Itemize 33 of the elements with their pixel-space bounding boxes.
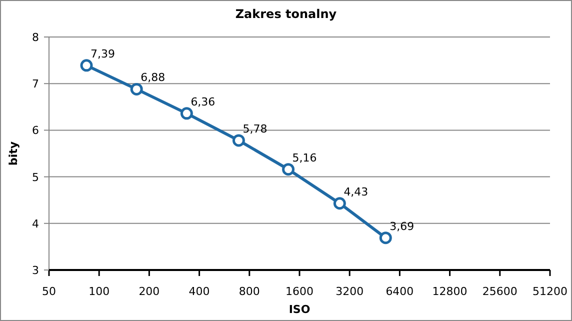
data-label: 5,16 [292, 151, 317, 164]
data-label: 6,36 [190, 95, 216, 108]
point [80, 59, 93, 72]
y-tick-label: 7 [32, 78, 39, 91]
x-tick-label: 3200 [336, 285, 364, 298]
y-tick-label: 6 [32, 124, 39, 138]
x-tick-label: 6400 [386, 285, 414, 298]
point [180, 107, 193, 120]
y-tick-label: 8 [32, 31, 39, 44]
y-tick-label: 3 [32, 264, 39, 277]
x-tick-label: 100 [88, 285, 110, 298]
point [333, 197, 346, 210]
data-label: 5,78 [242, 122, 268, 136]
data-label: 6,88 [140, 71, 166, 84]
x-tick-label: 800 [238, 285, 260, 298]
point [282, 163, 295, 176]
x-tick-label: 1600 [286, 285, 314, 298]
x-tick-label: 200 [138, 285, 160, 298]
y-tick-label: 5 [32, 170, 39, 184]
x-tick-label: 12800 [432, 285, 468, 298]
data-label: 3,69 [390, 220, 414, 233]
x-tick-label: 400 [188, 285, 210, 298]
data-label: 7,39 [90, 47, 115, 60]
x-tick-label: 51200 [532, 285, 568, 298]
point [232, 134, 245, 147]
x-axis-title: ISO [288, 303, 310, 316]
x-tick-label: 50 [42, 285, 56, 298]
y-axis-title: bity [7, 141, 20, 166]
y-tick-label: 4 [32, 217, 39, 230]
data-label: 4,43 [344, 185, 368, 198]
chart-title: Zakres tonalny [235, 7, 337, 21]
point [130, 82, 143, 96]
x-tick-label: 25600 [482, 285, 518, 298]
